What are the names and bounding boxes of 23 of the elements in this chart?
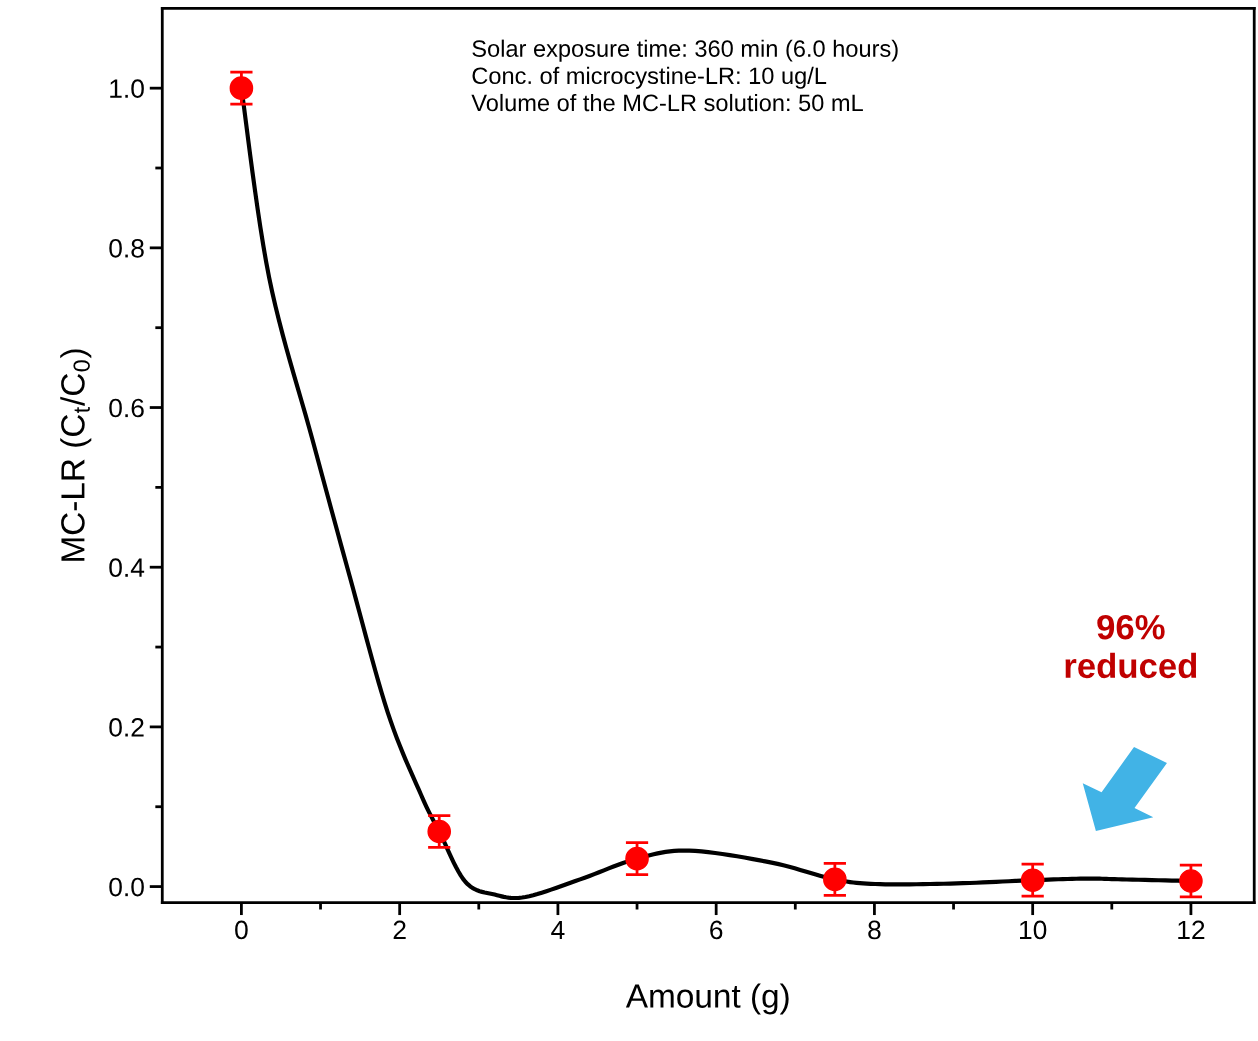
point (823, 867, 847, 892)
point (1020, 868, 1045, 892)
y-tick-label: 0.0 (109, 877, 144, 897)
x-tick-label: 10 (1020, 920, 1047, 940)
point (229, 76, 254, 100)
y-tick-label: 0.6 (109, 398, 144, 418)
point (427, 819, 452, 844)
y-tick-label: 1.0 (110, 79, 144, 98)
point (625, 846, 649, 871)
x-tick-label: 2 (393, 920, 406, 940)
y-tick-label: 0.2 (109, 718, 144, 737)
y-tick-label: 0.4 (109, 558, 145, 578)
y-tick-label: 0.8 (109, 238, 144, 258)
x-tick-label: 8 (868, 920, 881, 940)
x-tick-label: 6 (710, 920, 723, 940)
annotation: Solar exposure time: 360 min (6.0 hours) Conc. of microcystine-LR: 10 ug/L Volume of the MC-LR solution: 50 mL (471, 39, 898, 112)
x-axis-title: Amount (g) (625, 983, 789, 1015)
annotation: 96% reduced (1065, 614, 1197, 679)
x-tick-label: 4 (551, 920, 565, 940)
y-axis-title: MC-LR (C$_{t}$/C$_{0}$) (60, 349, 92, 561)
x-tick-label: 0 (235, 920, 248, 940)
x-tick-label: 12 (1178, 920, 1205, 940)
point (1179, 869, 1203, 893)
